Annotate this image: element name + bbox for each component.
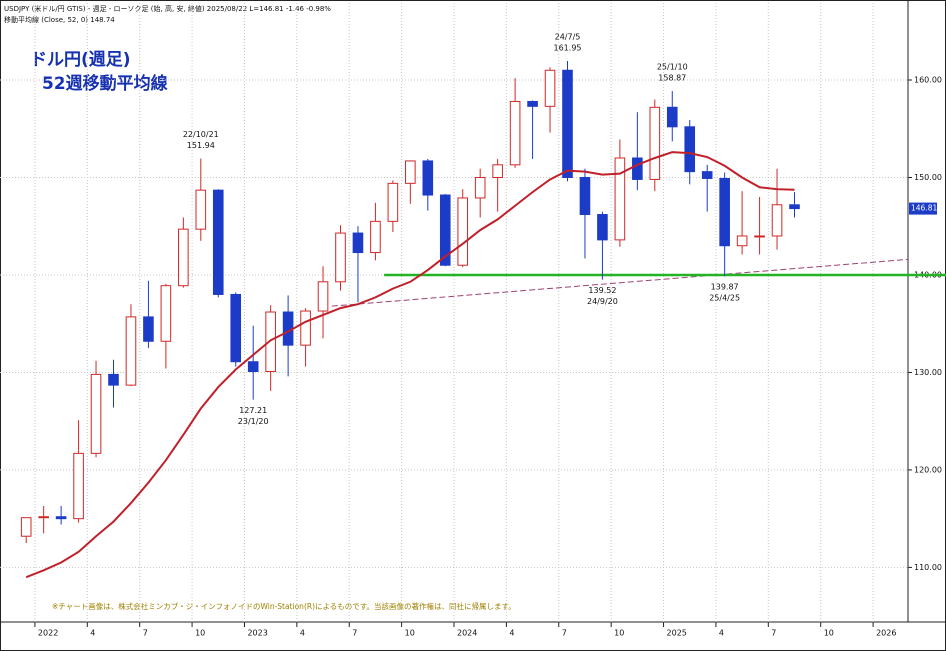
- y-tick-label: 160.00: [914, 76, 942, 85]
- candle-body: [754, 235, 765, 238]
- candle-body: [55, 516, 67, 520]
- candle-body: [684, 126, 696, 173]
- x-tick-label: 7: [352, 629, 357, 638]
- candle-body: [597, 214, 608, 241]
- candle-body: [771, 204, 783, 237]
- indicator-label: 移動平均線 (Close, 52, 0) 148.74: [4, 15, 115, 24]
- candle-body: [422, 160, 434, 196]
- candle-body: [492, 164, 503, 178]
- x-tick-label: 4: [300, 629, 305, 638]
- candle-body: [247, 361, 259, 372]
- x-tick-label: 10: [614, 629, 624, 638]
- candle-body: [300, 310, 311, 346]
- annotation-value: 151.94: [187, 141, 215, 150]
- candle-body: [736, 235, 748, 247]
- candle-body: [405, 160, 416, 184]
- candle-body: [457, 197, 469, 266]
- candle-body: [125, 316, 137, 386]
- candle-body: [632, 157, 643, 180]
- candle-body: [352, 232, 364, 254]
- x-tick-label: 7: [771, 629, 776, 638]
- annotation-value: 161.95: [554, 44, 582, 53]
- candle-body: [73, 452, 84, 520]
- last-price-label: 146.81: [911, 204, 937, 213]
- candle-body: [178, 228, 189, 287]
- x-tick-label: 4: [509, 629, 514, 638]
- annotation-date: 24/9/20: [587, 297, 618, 306]
- x-tick-label: 4: [719, 629, 724, 638]
- candle-body: [387, 182, 399, 222]
- x-tick-label: 10: [405, 629, 415, 638]
- annotation-value: 139.87: [711, 283, 739, 292]
- chart-title: ドル円(週足): [30, 50, 131, 70]
- x-tick-label: 7: [143, 629, 148, 638]
- candle-body: [90, 373, 102, 454]
- candle-body: [544, 69, 556, 107]
- x-tick-label: 10: [824, 629, 834, 638]
- candle-body: [20, 517, 32, 537]
- y-tick-label: 150.00: [914, 173, 942, 182]
- annotation-date: 25/4/25: [709, 294, 740, 303]
- candle-body: [509, 100, 521, 166]
- annotation-value: 158.87: [658, 74, 686, 83]
- candle-body: [474, 176, 486, 199]
- candle-body: [439, 194, 451, 266]
- annotation-date: 24/7/5: [555, 33, 581, 42]
- candle-body: [195, 189, 207, 230]
- x-tick-label: 2025: [667, 629, 687, 638]
- candle-body: [212, 189, 224, 295]
- x-tick-label: 2023: [247, 629, 267, 638]
- x-tick-label: 2024: [457, 629, 477, 638]
- candle-body: [666, 106, 678, 128]
- moving-average-line: [25, 151, 795, 579]
- annotation-date: 23/1/20: [238, 417, 269, 426]
- candle-body: [527, 100, 538, 107]
- header: USDJPY (米ドル/円 GTIS) - 週足 - ローソク足 (始, 高, …: [4, 4, 331, 13]
- annotation-date: 22/10/21: [183, 130, 219, 139]
- candle-body: [160, 285, 172, 342]
- x-tick-label: 2022: [38, 629, 58, 638]
- x-tick-label: 4: [90, 629, 95, 638]
- candle-body: [230, 293, 242, 363]
- y-tick-label: 120.00: [914, 465, 942, 474]
- trendline: [331, 258, 909, 307]
- candle-body: [265, 311, 276, 372]
- candle-body: [614, 157, 626, 241]
- annotation-value: 127.21: [239, 406, 267, 415]
- annotation-value: 139.52: [588, 286, 616, 295]
- candle-body: [370, 220, 381, 254]
- candle-body: [143, 316, 154, 342]
- y-tick-label: 130.00: [914, 368, 942, 377]
- last-price-box: [909, 202, 937, 215]
- candle-body: [108, 373, 119, 386]
- candle-body: [789, 204, 800, 210]
- candle-body: [649, 106, 661, 180]
- candle-body: [38, 516, 49, 519]
- candle-body: [562, 69, 573, 178]
- x-tick-label: 7: [562, 629, 567, 638]
- x-tick-label: 10: [195, 629, 205, 638]
- chart-subtitle: 52週移動平均線: [42, 73, 168, 94]
- annotation-date: 25/1/10: [657, 63, 688, 72]
- x-tick-label: 2026: [876, 629, 896, 638]
- y-tick-label: 110.00: [914, 563, 942, 572]
- candle-body: [719, 177, 730, 247]
- footnote: ※チャート画像は、株式会社ミンカブ・ジ・インフォノイドのWin-Station(…: [52, 601, 516, 611]
- candle-body: [701, 171, 713, 179]
- candle-body: [317, 281, 329, 312]
- candle-body: [335, 232, 346, 283]
- candle-body: [579, 176, 591, 216]
